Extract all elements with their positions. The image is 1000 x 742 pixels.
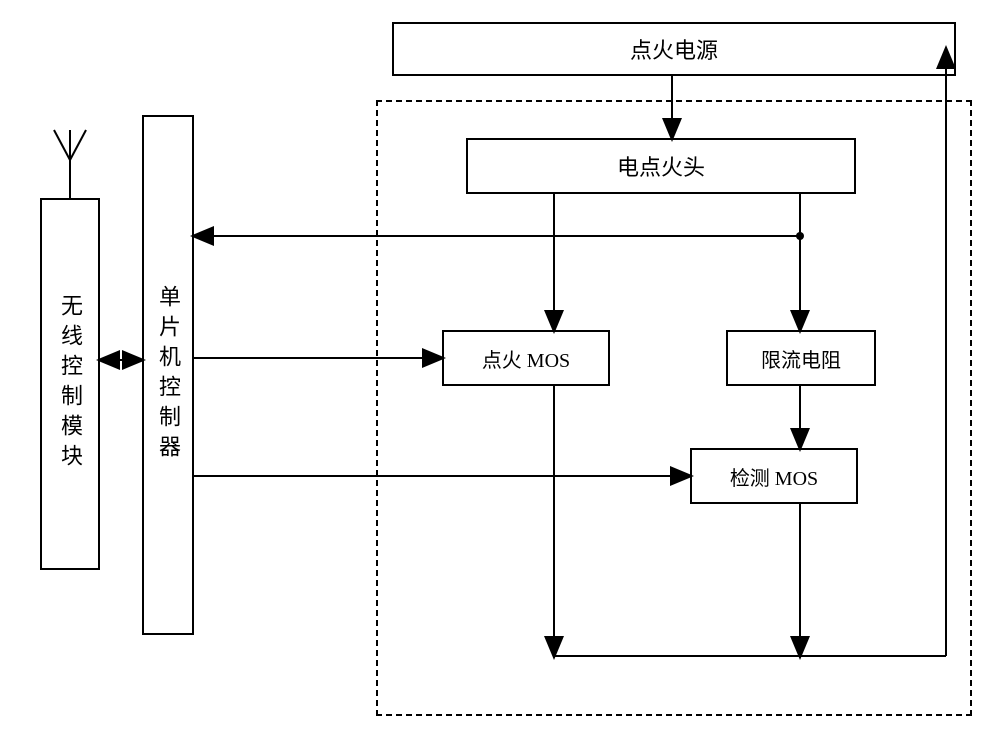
power-label: 点火电源 [630,33,718,65]
limit-res-box: 限流电阻 [726,330,876,386]
igniter-box: 电点火头 [466,138,856,194]
fire-mos-label: 点火 MOS [482,344,570,373]
wireless-module-box: 无线控制模块 [40,198,100,570]
antenna-icon [50,126,90,166]
fire-mos-box: 点火 MOS [442,330,610,386]
mcu-controller-box: 单片机控制器 [142,115,194,635]
wireless-module-label: 无线控制模块 [54,294,86,474]
limit-res-label: 限流电阻 [761,344,841,373]
power-box: 点火电源 [392,22,956,76]
mcu-controller-label: 单片机控制器 [152,285,184,465]
detect-mos-box: 检测 MOS [690,448,858,504]
detect-mos-label: 检测 MOS [730,462,818,491]
igniter-label: 电点火头 [617,150,705,182]
